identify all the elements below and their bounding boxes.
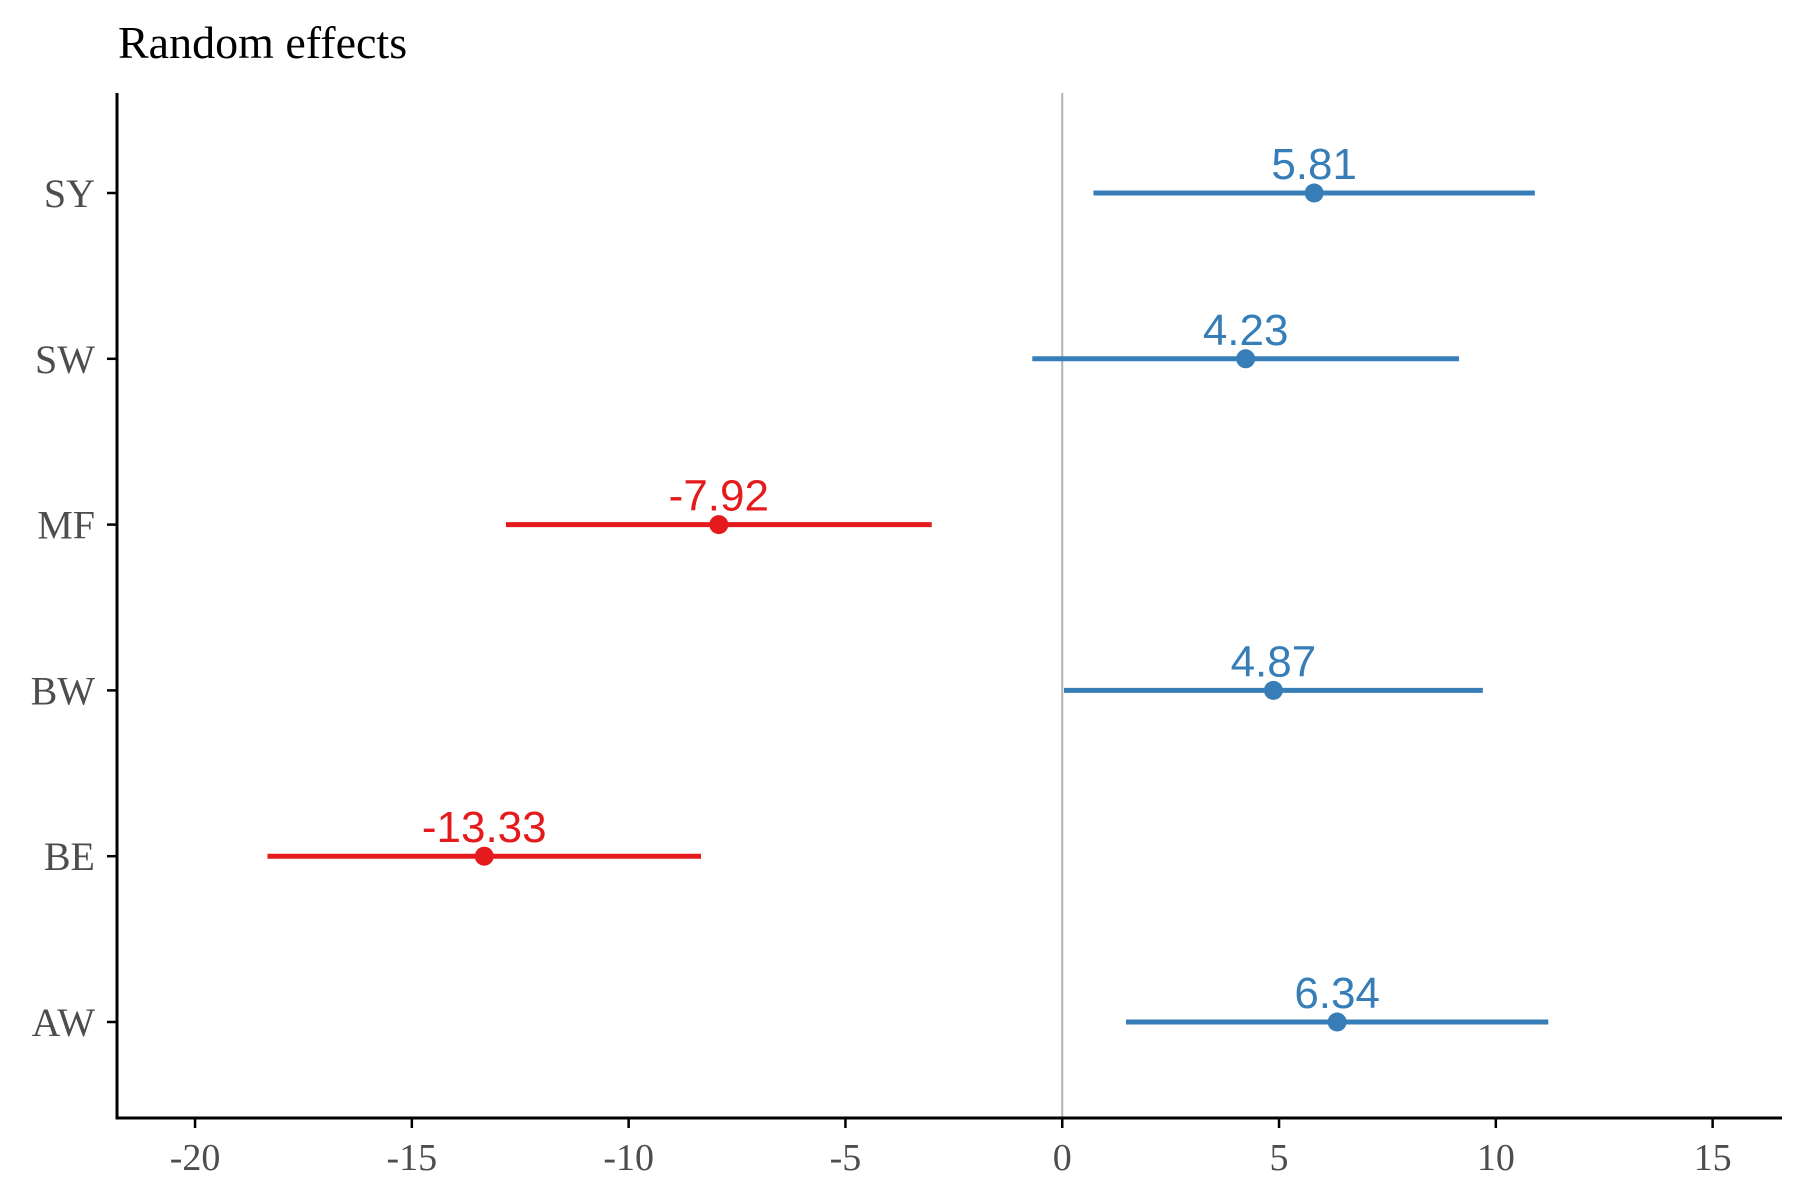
x-tick-label: 10 <box>1477 1137 1515 1179</box>
y-tick-label: BE <box>44 834 95 879</box>
plot-area: -20 -15 -10 -5 0 5 10 15 AW BE BW MF SW SY 6.34 -13.33 4… <box>31 93 1782 1179</box>
estimate-point <box>1304 183 1324 203</box>
y-tick-label: SY <box>44 171 95 216</box>
estimate-value-label: -7.92 <box>669 472 769 521</box>
estimate-value-label: 4.87 <box>1231 637 1317 686</box>
x-tick-label: -5 <box>830 1137 862 1179</box>
x-tick-label: -15 <box>387 1137 438 1179</box>
estimate-point <box>1236 349 1256 369</box>
y-tick-label: AW <box>32 1000 96 1045</box>
y-tick-label: MF <box>37 503 95 548</box>
estimate-value-label: 4.23 <box>1203 306 1289 355</box>
estimate-value-label: -13.33 <box>422 803 547 852</box>
estimate-value-label: 5.81 <box>1271 140 1357 189</box>
estimate-point <box>1327 1012 1347 1032</box>
x-tick-label: 0 <box>1053 1137 1072 1179</box>
y-tick-label: BW <box>31 668 96 713</box>
estimate-point <box>709 515 729 535</box>
estimate-value-label: 6.34 <box>1294 969 1380 1018</box>
x-tick-label: -20 <box>170 1137 221 1179</box>
x-tick-label: 15 <box>1694 1137 1732 1179</box>
chart-title: Random effects <box>118 17 407 68</box>
estimate-point <box>474 846 494 866</box>
x-tick-label: -10 <box>603 1137 654 1179</box>
estimate-point <box>1263 680 1283 700</box>
x-tick-label: 5 <box>1270 1137 1289 1179</box>
y-tick-label: SW <box>35 337 95 382</box>
